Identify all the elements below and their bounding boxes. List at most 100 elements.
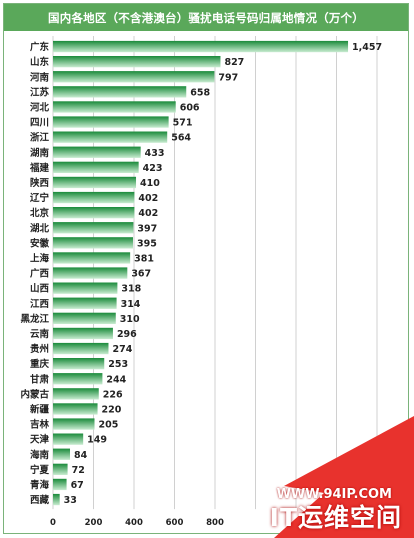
- category-labels: 广东山东河南江苏河北四川浙江湖南福建陕西辽宁北京湖北安徽上海广西山西江西黑龙江云…: [20, 41, 49, 506]
- bar: [53, 478, 67, 491]
- category-label: 宁夏: [30, 464, 50, 476]
- watermark-corner: WWW.94IP.COM IT运维空间: [214, 398, 414, 538]
- category-label: 河北: [30, 101, 50, 113]
- bar: [53, 161, 139, 173]
- value-label: 367: [131, 269, 151, 280]
- value-label: 33: [64, 495, 77, 506]
- watermark-banner: [274, 416, 414, 538]
- category-label: 广东: [30, 41, 50, 53]
- category-label: 河南: [30, 71, 50, 83]
- category-label: 海南: [30, 449, 50, 461]
- category-label: 安徽: [30, 237, 50, 249]
- value-label: 381: [134, 253, 154, 264]
- category-label: 云南: [30, 328, 50, 340]
- category-label: 湖北: [30, 222, 50, 234]
- value-label: 410: [140, 178, 160, 189]
- category-label: 新疆: [30, 403, 50, 415]
- value-label: 310: [120, 314, 140, 325]
- category-label: 辽宁: [30, 192, 50, 204]
- category-label: 天津: [30, 434, 50, 446]
- bar: [53, 191, 135, 204]
- category-label: 湖南: [30, 147, 50, 159]
- value-label: 402: [138, 193, 158, 204]
- bar: [53, 207, 135, 219]
- bar: [53, 433, 84, 445]
- bar: [53, 131, 168, 143]
- value-label: 402: [138, 208, 158, 219]
- value-label: 658: [190, 87, 210, 98]
- value-label: 220: [102, 404, 122, 415]
- bar: [53, 267, 128, 279]
- category-label: 甘肃: [30, 373, 50, 385]
- value-label: 423: [143, 163, 163, 174]
- value-label: 226: [103, 389, 123, 400]
- bar: [53, 297, 117, 309]
- bar: [53, 40, 349, 53]
- value-label: 395: [137, 238, 157, 249]
- value-label: 205: [99, 420, 119, 431]
- value-label: 253: [108, 359, 128, 370]
- bar: [53, 222, 134, 234]
- bar: [53, 388, 99, 400]
- category-label: 江苏: [30, 86, 50, 98]
- category-label: 青海: [30, 479, 50, 491]
- bar: [53, 327, 113, 340]
- value-label: 827: [224, 57, 244, 68]
- category-label: 贵州: [30, 343, 49, 355]
- x-tick-label: 800: [206, 518, 224, 528]
- x-tick-label: 400: [125, 518, 143, 528]
- category-label: 江西: [30, 298, 50, 310]
- category-label: 山东: [30, 56, 50, 68]
- category-label: 上海: [30, 252, 50, 264]
- bar: [53, 56, 221, 68]
- value-label: 606: [180, 102, 200, 113]
- value-label: 67: [71, 480, 84, 491]
- bar: [53, 252, 131, 264]
- value-labels: 1,457 827 797 658 606 571 564 433 423 410 402 402 39…: [64, 42, 382, 506]
- x-tick-label: 600: [166, 518, 184, 528]
- bar: [53, 146, 141, 158]
- value-label: 84: [74, 450, 88, 461]
- value-label: 318: [121, 284, 141, 295]
- category-label: 黑龙江: [20, 313, 49, 325]
- bars: [53, 40, 349, 506]
- chart-title: 国内各地区（不含港澳台）骚扰电话号码归属地情况（万个）: [48, 10, 364, 25]
- value-label: 564: [171, 133, 191, 144]
- bar: [53, 237, 133, 249]
- category-label: 北京: [30, 207, 50, 219]
- watermark-url: WWW.94IP.COM: [276, 487, 392, 502]
- bar: [53, 86, 187, 98]
- category-label: 吉林: [30, 419, 50, 431]
- category-label: 重庆: [30, 358, 50, 370]
- watermark-brand: IT运维空间: [269, 503, 402, 532]
- value-label: 149: [87, 435, 107, 446]
- value-label: 571: [173, 118, 193, 129]
- bar: [53, 493, 60, 506]
- value-label: 397: [137, 223, 157, 234]
- bar: [53, 71, 215, 83]
- bar: [53, 373, 103, 385]
- value-label: 797: [218, 72, 238, 83]
- category-label: 陕西: [30, 177, 50, 189]
- value-label: 72: [72, 465, 85, 476]
- category-label: 广西: [30, 268, 50, 280]
- bar: [53, 358, 105, 370]
- category-label: 山西: [30, 283, 50, 295]
- value-label: 1,457: [352, 42, 382, 53]
- category-label: 福建: [29, 162, 50, 174]
- category-label: 西藏: [30, 494, 50, 506]
- bar: [53, 448, 71, 460]
- title-bar: 国内各地区（不含港澳台）骚扰电话号码归属地情况（万个）: [4, 4, 408, 31]
- bar: [53, 116, 169, 128]
- bar: [53, 312, 116, 324]
- bar: [53, 342, 109, 355]
- bar: [53, 101, 176, 113]
- value-label: 314: [121, 299, 141, 310]
- bar: [53, 418, 95, 430]
- bar: [53, 403, 98, 415]
- value-label: 296: [117, 329, 137, 340]
- x-tick-label: 0: [50, 518, 56, 528]
- grid-lines: [52, 36, 378, 510]
- category-label: 内蒙古: [20, 388, 49, 400]
